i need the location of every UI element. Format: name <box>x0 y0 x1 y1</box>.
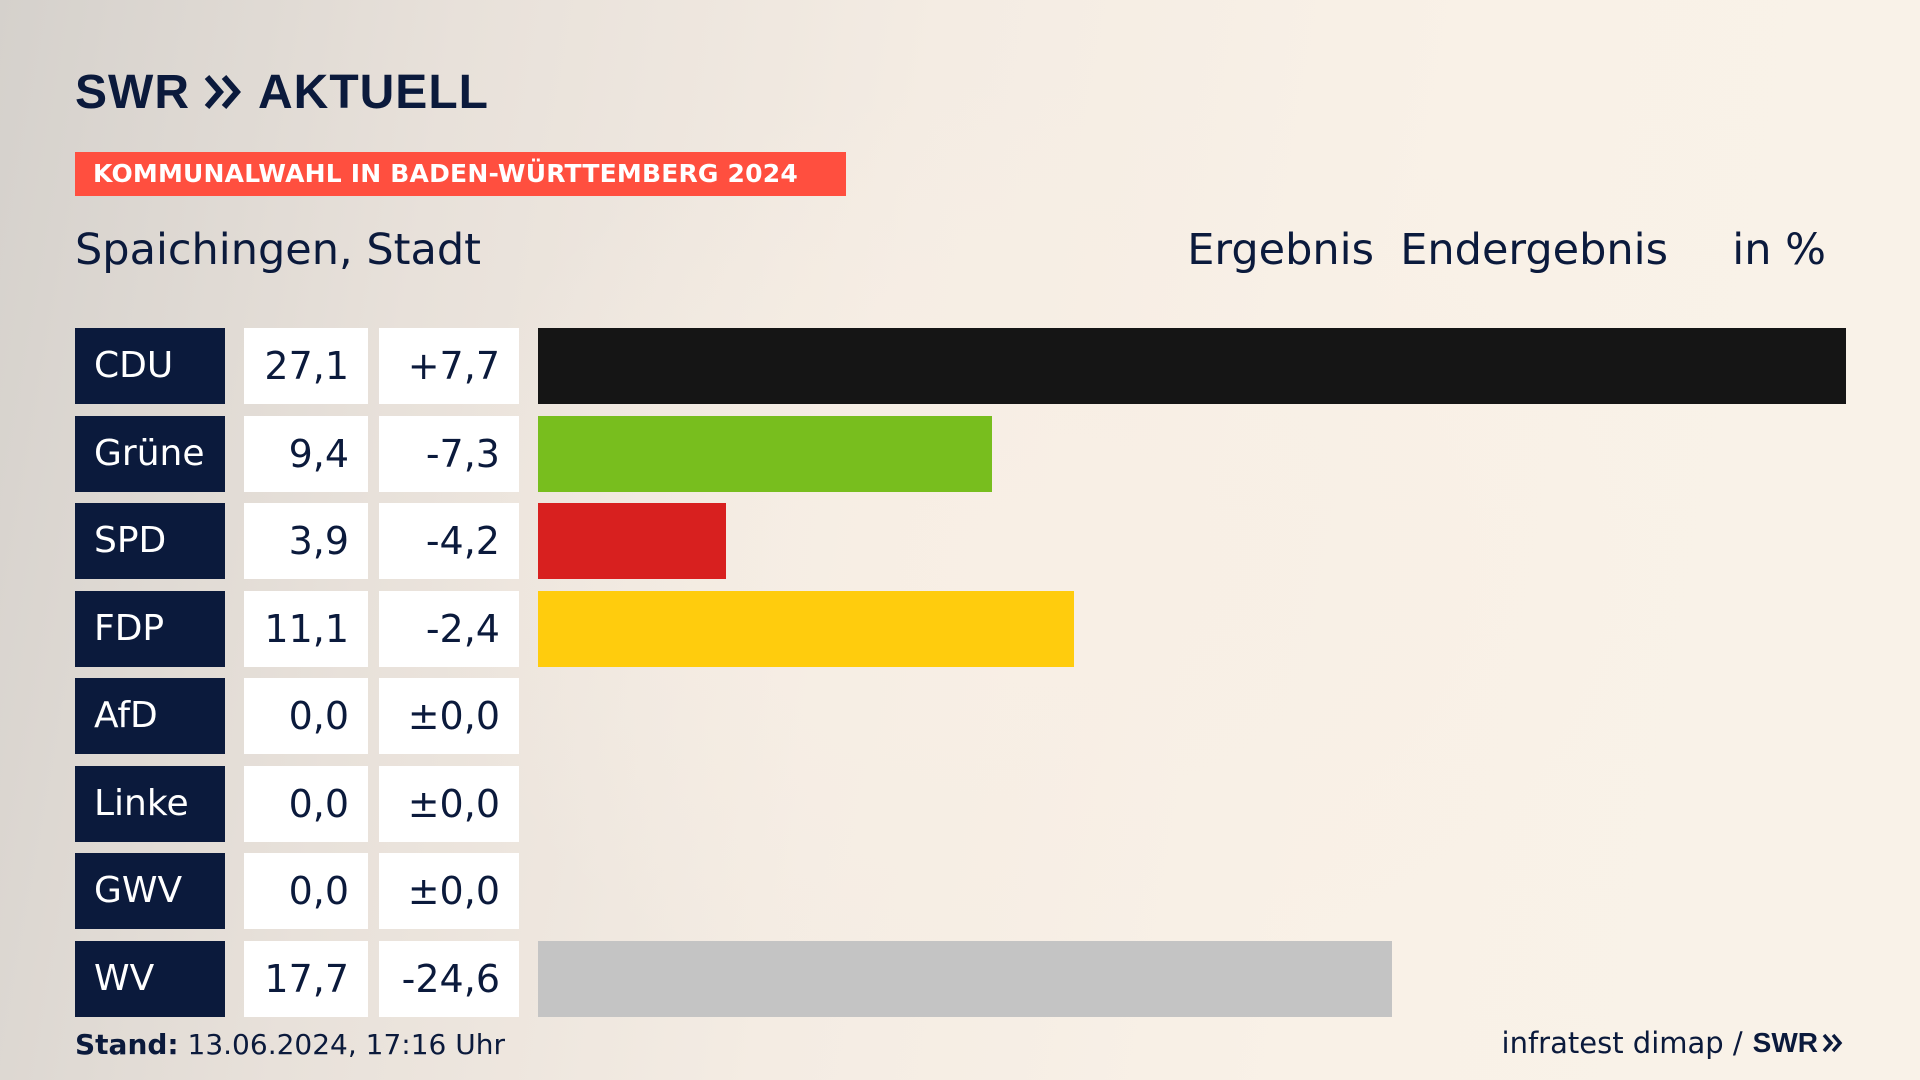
party-label: WV <box>75 941 225 1017</box>
vote-share-value: 27,1 <box>244 328 368 404</box>
vote-share-value: 9,4 <box>244 416 368 492</box>
vote-share-value: 0,0 <box>244 853 368 929</box>
bar-cdu <box>538 328 1846 404</box>
party-label: GWV <box>75 853 225 929</box>
vote-change-value: -2,4 <box>379 591 519 667</box>
header-ergebnis: Ergebnis <box>1187 225 1374 275</box>
stand-label: Stand: <box>75 1028 179 1061</box>
vote-share-value: 0,0 <box>244 678 368 754</box>
bar-wv <box>538 941 1393 1017</box>
vote-share-value: 17,7 <box>244 941 368 1017</box>
vote-share-value: 0,0 <box>244 766 368 842</box>
bar-spd <box>538 503 727 579</box>
place-title: Spaichingen, Stadt <box>75 225 481 275</box>
vote-share-value: 3,9 <box>244 503 368 579</box>
stand-value: 13.06.2024, 17:16 Uhr <box>187 1028 505 1061</box>
bar-fdp <box>538 591 1074 667</box>
header-unit: in % <box>1732 225 1826 275</box>
bar-grüne <box>538 416 992 492</box>
vote-change-value: ±0,0 <box>379 678 519 754</box>
stand-timestamp: Stand: 13.06.2024, 17:16 Uhr <box>75 1028 505 1061</box>
party-label: CDU <box>75 328 225 404</box>
logo-aktuell-text: AKTUELL <box>257 65 489 119</box>
swr-small-text: SWR <box>1752 1027 1818 1058</box>
source-text: infratest dimap / <box>1501 1026 1743 1060</box>
vote-change-value: +7,7 <box>379 328 519 404</box>
vote-change-value: ±0,0 <box>379 853 519 929</box>
party-label: Linke <box>75 766 225 842</box>
vote-share-value: 11,1 <box>244 591 368 667</box>
party-label: SPD <box>75 503 225 579</box>
vote-change-value: -7,3 <box>379 416 519 492</box>
swr-aktuell-logo: SWR AKTUELL <box>75 65 489 119</box>
source-credit: infratest dimap / SWR <box>1502 1026 1844 1060</box>
logo-swr-text: SWR <box>75 65 190 119</box>
party-label: Grüne <box>75 416 225 492</box>
double-chevron-icon <box>204 75 241 109</box>
party-label: AfD <box>75 678 225 754</box>
vote-change-value: -4,2 <box>379 503 519 579</box>
election-banner: KOMMUNALWAHL IN BADEN-WÜRTTEMBERG 2024 <box>75 152 846 196</box>
swr-small-logo: SWR <box>1753 1027 1844 1059</box>
vote-change-value: -24,6 <box>379 941 519 1017</box>
party-label: FDP <box>75 591 225 667</box>
vote-change-value: ±0,0 <box>379 766 519 842</box>
small-double-chevron-icon <box>1822 1033 1843 1053</box>
header-endergebnis: Endergebnis <box>1400 225 1668 275</box>
